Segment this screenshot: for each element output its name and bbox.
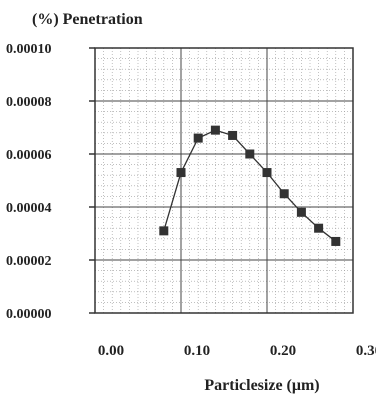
x-axis-label: Particlesize (μm) <box>204 377 319 394</box>
y-axis-label: (%) Penetration <box>32 11 143 28</box>
data-point <box>262 168 272 178</box>
y-tick-label: 0.00000 <box>6 307 52 322</box>
minor-grid <box>95 48 353 313</box>
data-series <box>159 125 341 246</box>
data-point <box>210 125 220 135</box>
data-point <box>176 168 186 178</box>
x-tick-label: 0.00 <box>98 343 124 359</box>
x-tick-labels: 0.00 0.10 0.20 0.30 <box>98 343 376 359</box>
data-point <box>193 133 203 143</box>
y-tick-label: 0.00008 <box>6 95 52 110</box>
major-grid <box>95 48 353 313</box>
y-tick-labels: 0.00000 0.00002 0.00004 0.00006 0.00008 0.000… <box>6 42 95 322</box>
data-point <box>331 236 341 246</box>
series-line <box>163 129 337 242</box>
plot-frame <box>94 47 354 314</box>
y-tick-label: 0.00002 <box>6 254 52 269</box>
data-point <box>228 130 238 140</box>
data-point <box>159 226 169 236</box>
x-tick-label: 0.10 <box>184 343 210 359</box>
data-point <box>245 149 255 159</box>
x-tick-label: 0.20 <box>270 343 296 359</box>
y-tick-label: 0.00004 <box>6 201 52 216</box>
data-point <box>314 223 324 233</box>
y-tick-label: 0.00010 <box>6 42 52 57</box>
data-point <box>279 189 289 199</box>
data-point <box>296 207 306 217</box>
x-tick-label: 0.30 <box>356 343 376 359</box>
y-tick-label: 0.00006 <box>6 148 52 163</box>
